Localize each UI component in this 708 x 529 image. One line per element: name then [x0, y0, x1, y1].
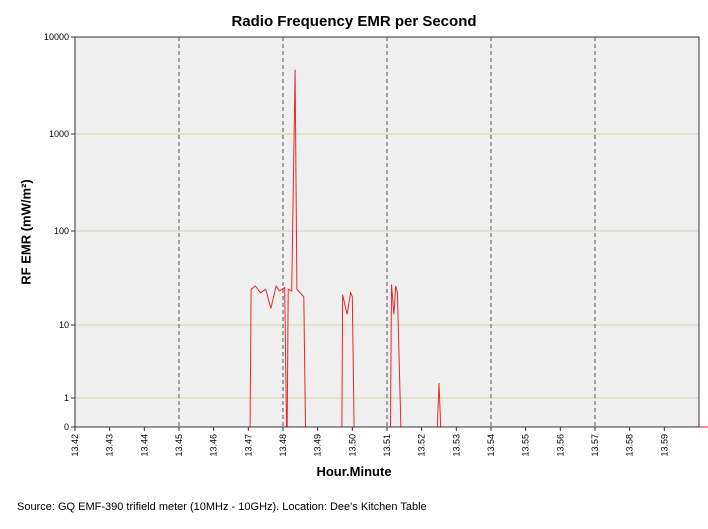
x-tick-label: 13.49	[313, 434, 323, 457]
x-tick-label: 13.48	[278, 434, 288, 457]
x-tick-label: 13.51	[382, 434, 392, 457]
grid-layer	[75, 37, 699, 427]
x-tick-label: 13.53	[451, 434, 461, 457]
x-tick-label: 13.58	[625, 434, 635, 457]
x-tick-label: 13.43	[105, 434, 115, 457]
x-tick-label: 13.46	[209, 434, 219, 457]
y-tick-label: 10	[59, 320, 69, 330]
y-tick-label: 1	[64, 393, 69, 403]
x-tick-label: 13.56	[555, 434, 565, 457]
x-tick-label: 13.42	[70, 434, 80, 457]
x-tick-label: 13.44	[139, 434, 149, 457]
x-tick-label: 13.55	[521, 434, 531, 457]
chart-title: Radio Frequency EMR per Second	[231, 13, 477, 30]
plot-border	[74, 36, 700, 428]
x-tick-label: 13.52	[417, 434, 427, 457]
x-tick-label: 13.47	[243, 434, 253, 457]
y-tick-label: 1000	[49, 129, 69, 139]
x-tick-label: 13.50	[347, 434, 357, 457]
x-axis-label: Hour.Minute	[316, 464, 392, 479]
x-tick-label: 13.57	[590, 434, 600, 457]
x-tick-label: 13.54	[486, 434, 496, 457]
x-tick-label: 13.45	[174, 434, 184, 457]
y-tick-label: 0	[64, 422, 69, 432]
y-tick-label: 10000	[44, 32, 69, 42]
x-tick-label: 13.59	[659, 434, 669, 457]
source-note: Source: GQ EMF-390 trifield meter (10MHz…	[17, 501, 427, 513]
data-layer	[75, 69, 708, 428]
y-tick-label: 100	[54, 226, 69, 236]
series-line	[75, 69, 708, 428]
